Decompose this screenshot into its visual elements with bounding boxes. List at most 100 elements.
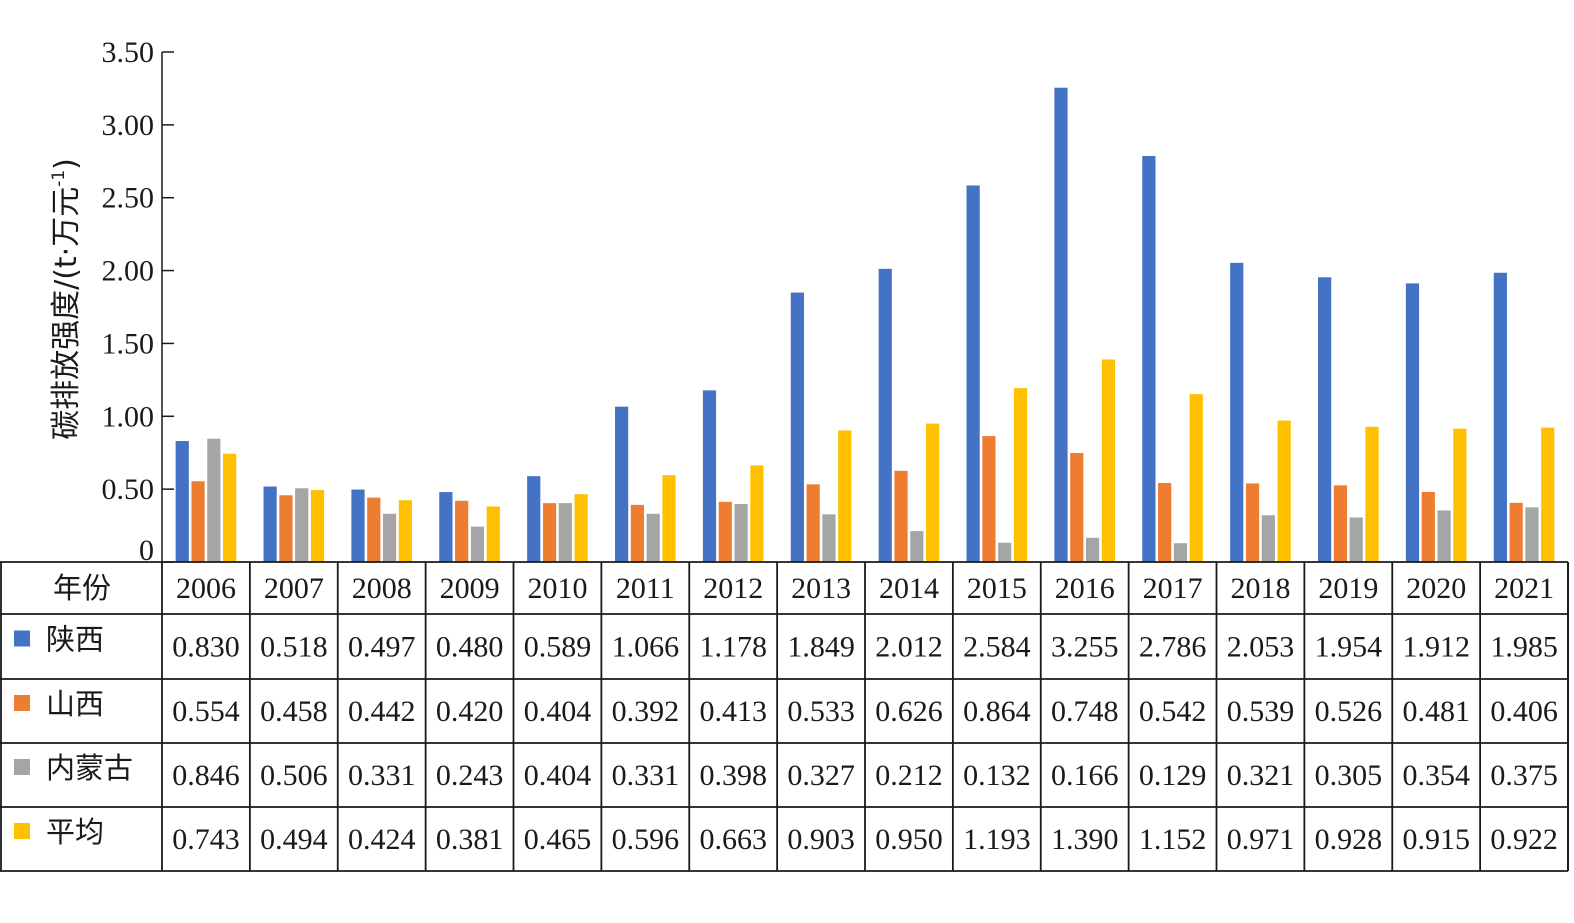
table-value-内蒙古-2015: 0.132: [963, 759, 1031, 792]
table-value-内蒙古-2009: 0.243: [436, 759, 504, 792]
bar-平均-2013: [838, 430, 852, 562]
y-tick-label: 2.50: [102, 182, 155, 215]
y-axis-label-sup: -1: [49, 170, 69, 187]
table-value-山西-2012: 0.413: [699, 695, 767, 728]
bar-内蒙古-2016: [1085, 537, 1100, 562]
table-year-2014: 2014: [879, 572, 939, 605]
legend-swatch-山西: [14, 695, 30, 711]
table-value-内蒙古-2020: 0.354: [1402, 759, 1470, 792]
table-value-平均-2010: 0.465: [524, 823, 592, 856]
table-year-2016: 2016: [1055, 572, 1115, 605]
table-value-内蒙古-2007: 0.506: [260, 759, 328, 792]
table-year-2009: 2009: [440, 572, 500, 605]
bar-陕西-2011: [615, 406, 629, 562]
table-value-陕西-2015: 2.584: [963, 631, 1031, 664]
table-year-2019: 2019: [1318, 572, 1378, 605]
bar-平均-2020: [1453, 428, 1467, 562]
table-value-平均-2018: 0.971: [1227, 823, 1295, 856]
legend-swatch-平均: [14, 823, 30, 839]
bar-山西-2008: [367, 497, 381, 562]
bar-平均-2012: [750, 465, 764, 562]
y-axis-label: 碳排放强度/(t·万元-1): [49, 158, 84, 440]
bar-山西-2014: [894, 470, 908, 562]
bar-陕西-2021: [1493, 272, 1507, 562]
bar-内蒙古-2019: [1349, 517, 1363, 562]
table-year-2008: 2008: [352, 572, 412, 605]
table-year-2007: 2007: [264, 572, 324, 605]
bar-group-2011: [615, 406, 676, 562]
bar-平均-2007: [310, 490, 325, 562]
table-value-内蒙古-2019: 0.305: [1315, 759, 1383, 792]
table-value-陕西-2013: 1.849: [787, 631, 855, 664]
table-value-陕西-2007: 0.518: [260, 631, 328, 664]
bar-山西-2006: [191, 481, 205, 562]
table-value-平均-2012: 0.663: [699, 823, 767, 856]
table-value-陕西-2016: 3.255: [1051, 631, 1119, 664]
y-axis: 0 0.50 1.00 1.50 2.00 2.50 3.00 3.50: [102, 36, 174, 567]
table-value-山西-2019: 0.526: [1315, 695, 1383, 728]
bar-内蒙古-2015: [998, 542, 1012, 562]
bar-group-2006: [175, 438, 237, 562]
bar-陕西-2008: [351, 489, 365, 562]
table-value-平均-2013: 0.903: [787, 823, 855, 856]
table-value-平均-2011: 0.596: [612, 823, 680, 856]
bar-山西-2009: [455, 500, 469, 562]
bar-陕西-2009: [439, 492, 453, 562]
bar-平均-2008: [398, 500, 412, 562]
bar-内蒙古-2013: [822, 514, 836, 562]
table-value-山西-2017: 0.542: [1139, 695, 1207, 728]
table-value-平均-2006: 0.743: [172, 823, 240, 856]
y-tick-label: 0: [139, 534, 154, 567]
bar-内蒙古-2012: [734, 504, 748, 562]
table-value-内蒙古-2010: 0.404: [524, 759, 592, 792]
table-value-陕西-2018: 2.053: [1227, 631, 1295, 664]
table-value-山西-2021: 0.406: [1490, 695, 1558, 728]
table-value-陕西-2017: 2.786: [1139, 631, 1207, 664]
table-value-山西-2015: 0.864: [963, 695, 1031, 728]
table-value-内蒙古-2016: 0.166: [1051, 759, 1119, 792]
bar-内蒙古-2010: [558, 503, 572, 562]
table-value-山西-2016: 0.748: [1051, 695, 1119, 728]
bar-group-2020: [1405, 283, 1467, 562]
bar-山西-2019: [1333, 485, 1348, 562]
bar-group-2017: [1142, 156, 1203, 563]
bar-山西-2020: [1421, 491, 1435, 562]
bar-内蒙古-2017: [1173, 543, 1188, 562]
bar-group-2021: [1493, 272, 1555, 562]
bar-平均-2010: [574, 494, 588, 562]
bar-陕西-2019: [1318, 277, 1332, 562]
table-year-2018: 2018: [1230, 572, 1290, 605]
table-value-陕西-2012: 1.178: [699, 631, 767, 664]
bar-group-2019: [1318, 277, 1379, 562]
y-tick-label: 1.50: [102, 327, 155, 360]
table-value-陕西-2019: 1.954: [1315, 631, 1383, 664]
bar-山西-2007: [279, 495, 293, 562]
bar-平均-2009: [486, 506, 500, 562]
table-value-山西-2013: 0.533: [787, 695, 855, 728]
bar-山西-2018: [1245, 483, 1260, 562]
bar-group-2016: [1054, 87, 1115, 562]
legend-label-内蒙古: 内蒙古: [46, 751, 133, 785]
table-value-山西-2006: 0.554: [172, 695, 240, 728]
bar-山西-2021: [1509, 502, 1523, 562]
table-value-内蒙古-2012: 0.398: [699, 759, 767, 792]
bar-group-2013: [790, 292, 852, 562]
table-value-平均-2020: 0.915: [1402, 823, 1470, 856]
legend-label-山西: 山西: [46, 687, 104, 721]
bar-平均-2017: [1189, 394, 1203, 562]
bar-陕西-2016: [1054, 87, 1068, 562]
table-year-2013: 2013: [791, 572, 851, 605]
table-value-山西-2020: 0.481: [1402, 695, 1470, 728]
table-value-山西-2014: 0.626: [875, 695, 943, 728]
bar-陕西-2015: [966, 185, 980, 562]
table-value-平均-2016: 1.390: [1051, 823, 1119, 856]
bar-陕西-2010: [527, 476, 541, 562]
legend-label-平均: 平均: [46, 815, 104, 849]
table-value-平均-2019: 0.928: [1315, 823, 1383, 856]
table-value-陕西-2021: 1.985: [1490, 631, 1558, 664]
bar-内蒙古-2009: [470, 526, 485, 562]
table-year-2021: 2021: [1494, 572, 1554, 605]
bar-山西-2011: [630, 504, 645, 562]
legend-swatch-内蒙古: [14, 759, 30, 775]
